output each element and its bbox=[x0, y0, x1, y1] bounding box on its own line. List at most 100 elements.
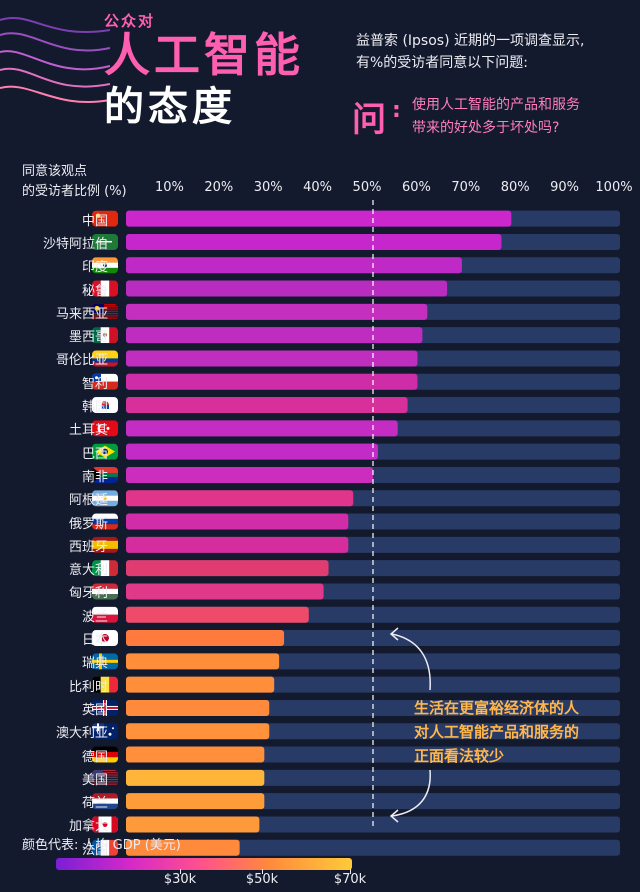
axis-label: 同意该观点 的受访者比例 (%) bbox=[22, 162, 127, 202]
bar-fr bbox=[126, 839, 240, 856]
country-label: 俄罗斯 bbox=[68, 516, 108, 532]
annotation-text: 生活在更富裕经济体的人 对人工智能产品和服务的 正面看法较少 bbox=[414, 696, 614, 768]
flag-za-icon bbox=[92, 466, 118, 483]
bar-jp bbox=[126, 630, 285, 647]
flag-gb-icon bbox=[92, 699, 118, 716]
bar-cl bbox=[126, 373, 418, 390]
bar-mx bbox=[126, 327, 423, 344]
flag-sa-icon bbox=[92, 233, 118, 250]
bar-za bbox=[126, 466, 373, 483]
bar-be bbox=[126, 676, 275, 693]
country-label: 澳大利亚 bbox=[55, 726, 108, 742]
intro-line-2: 有%的受访者同意以下问题: bbox=[356, 55, 529, 71]
axis-label-line-2: 的受访者比例 (%) bbox=[22, 184, 127, 199]
flag-es-icon bbox=[92, 536, 118, 553]
bar-co bbox=[126, 350, 418, 367]
bar-au bbox=[126, 723, 270, 740]
flag-tr-icon bbox=[92, 420, 118, 437]
country-label: 韩国 bbox=[81, 400, 108, 416]
page-title: 人工智能 bbox=[104, 28, 304, 82]
question-mark: 问 bbox=[352, 100, 386, 140]
flag-cl-icon bbox=[92, 373, 118, 390]
flag-mx-icon bbox=[92, 327, 118, 344]
bar-ar bbox=[126, 490, 354, 507]
x-tick-label: 90% bbox=[550, 180, 580, 195]
bar-tr bbox=[126, 420, 398, 437]
bar-nl bbox=[126, 793, 265, 810]
intro-text: 益普索 (Ipsos) 近期的一项调查显示, 有%的受访者同意以下问题: bbox=[356, 30, 626, 74]
legend-title: 颜色代表: 人均 GDP (美元) bbox=[22, 838, 181, 853]
bar-se bbox=[126, 653, 280, 670]
flag-nl-icon bbox=[92, 793, 118, 810]
flag-jp-icon bbox=[92, 630, 118, 647]
bar-track bbox=[126, 839, 620, 856]
country-label: 土耳其 bbox=[68, 423, 108, 439]
bar-us bbox=[126, 769, 265, 786]
x-tick-label: 80% bbox=[500, 180, 530, 195]
country-label: 智利 bbox=[81, 376, 108, 392]
country-label: 西班牙 bbox=[68, 539, 108, 555]
legend-tick-label: $50k bbox=[245, 872, 279, 887]
intro-line-1: 益普索 (Ipsos) 近期的一项调查显示, bbox=[356, 33, 585, 49]
bar-kr bbox=[126, 397, 408, 414]
annotation-arrow-down bbox=[391, 769, 431, 817]
bar-ca bbox=[126, 816, 260, 833]
bar-pl bbox=[126, 606, 309, 623]
country-label: 加拿大 bbox=[68, 819, 108, 835]
bar-ru bbox=[126, 513, 349, 530]
country-label: 美国 bbox=[81, 772, 108, 788]
page-title-line2: 的态度 bbox=[104, 84, 236, 130]
legend-tick-mark bbox=[262, 869, 263, 874]
question-text: 使用人工智能的产品和服务 带来的好处多于坏处吗? bbox=[412, 94, 632, 140]
flag-hu-icon bbox=[92, 583, 118, 600]
x-tick-label: 30% bbox=[253, 180, 283, 195]
x-tick-label: 10% bbox=[154, 180, 184, 195]
flag-se-icon bbox=[92, 653, 118, 670]
flag-ca-icon bbox=[92, 816, 118, 833]
flag-cn-icon bbox=[92, 210, 118, 227]
flag-it-icon bbox=[92, 560, 118, 577]
country-label: 哥伦比亚 bbox=[55, 353, 108, 369]
country-label: 意大利 bbox=[68, 563, 108, 579]
bar-br bbox=[126, 443, 378, 460]
bar-cn bbox=[126, 210, 512, 227]
country-label: 南非 bbox=[81, 469, 108, 485]
country-label: 中国 bbox=[81, 213, 108, 229]
country-label: 日本 bbox=[81, 633, 108, 649]
flag-pl-icon bbox=[92, 606, 118, 623]
axis-label-line-1: 同意该观点 bbox=[22, 164, 88, 179]
country-label: 墨西哥 bbox=[68, 330, 108, 346]
legend-tick-mark bbox=[180, 869, 181, 874]
flag-ar-icon bbox=[92, 490, 118, 507]
flag-de-icon bbox=[92, 746, 118, 763]
x-tick-label: 40% bbox=[303, 180, 333, 195]
bar-es bbox=[126, 536, 349, 553]
bar-hu bbox=[126, 583, 324, 600]
x-tick-label: 50% bbox=[352, 180, 382, 195]
country-label: 荷兰 bbox=[81, 796, 108, 812]
country-label: 印度 bbox=[81, 260, 108, 276]
flag-my-icon bbox=[92, 303, 118, 319]
legend-tick-label: $30k bbox=[163, 872, 197, 887]
flag-ru-icon bbox=[92, 513, 118, 530]
x-tick-label: 60% bbox=[401, 180, 431, 195]
x-tick-label: 100% bbox=[595, 180, 633, 195]
bar-my bbox=[126, 303, 428, 320]
country-label: 匈牙利 bbox=[68, 586, 108, 602]
question-line-1: 使用人工智能的产品和服务 bbox=[412, 97, 580, 113]
x-tick-label: 70% bbox=[451, 180, 481, 195]
question-line-2: 带来的好处多于坏处吗? bbox=[412, 120, 560, 136]
annotation-arrow-up-head bbox=[389, 627, 399, 641]
bar-it bbox=[126, 560, 329, 577]
annotation-line-2: 对人工智能产品和服务的 bbox=[414, 723, 580, 741]
annotation-arrow-down-head bbox=[389, 809, 399, 823]
annotation-line-3: 正面看法较少 bbox=[414, 747, 505, 765]
flag-br-icon bbox=[92, 443, 118, 460]
flag-us-icon bbox=[92, 769, 118, 785]
bar-pe bbox=[126, 280, 448, 297]
question-colon: : bbox=[392, 98, 401, 123]
title-prefix: 公众对 bbox=[104, 12, 156, 30]
legend-tick-label: $70k bbox=[333, 872, 367, 887]
country-label: 比利时 bbox=[68, 679, 108, 695]
